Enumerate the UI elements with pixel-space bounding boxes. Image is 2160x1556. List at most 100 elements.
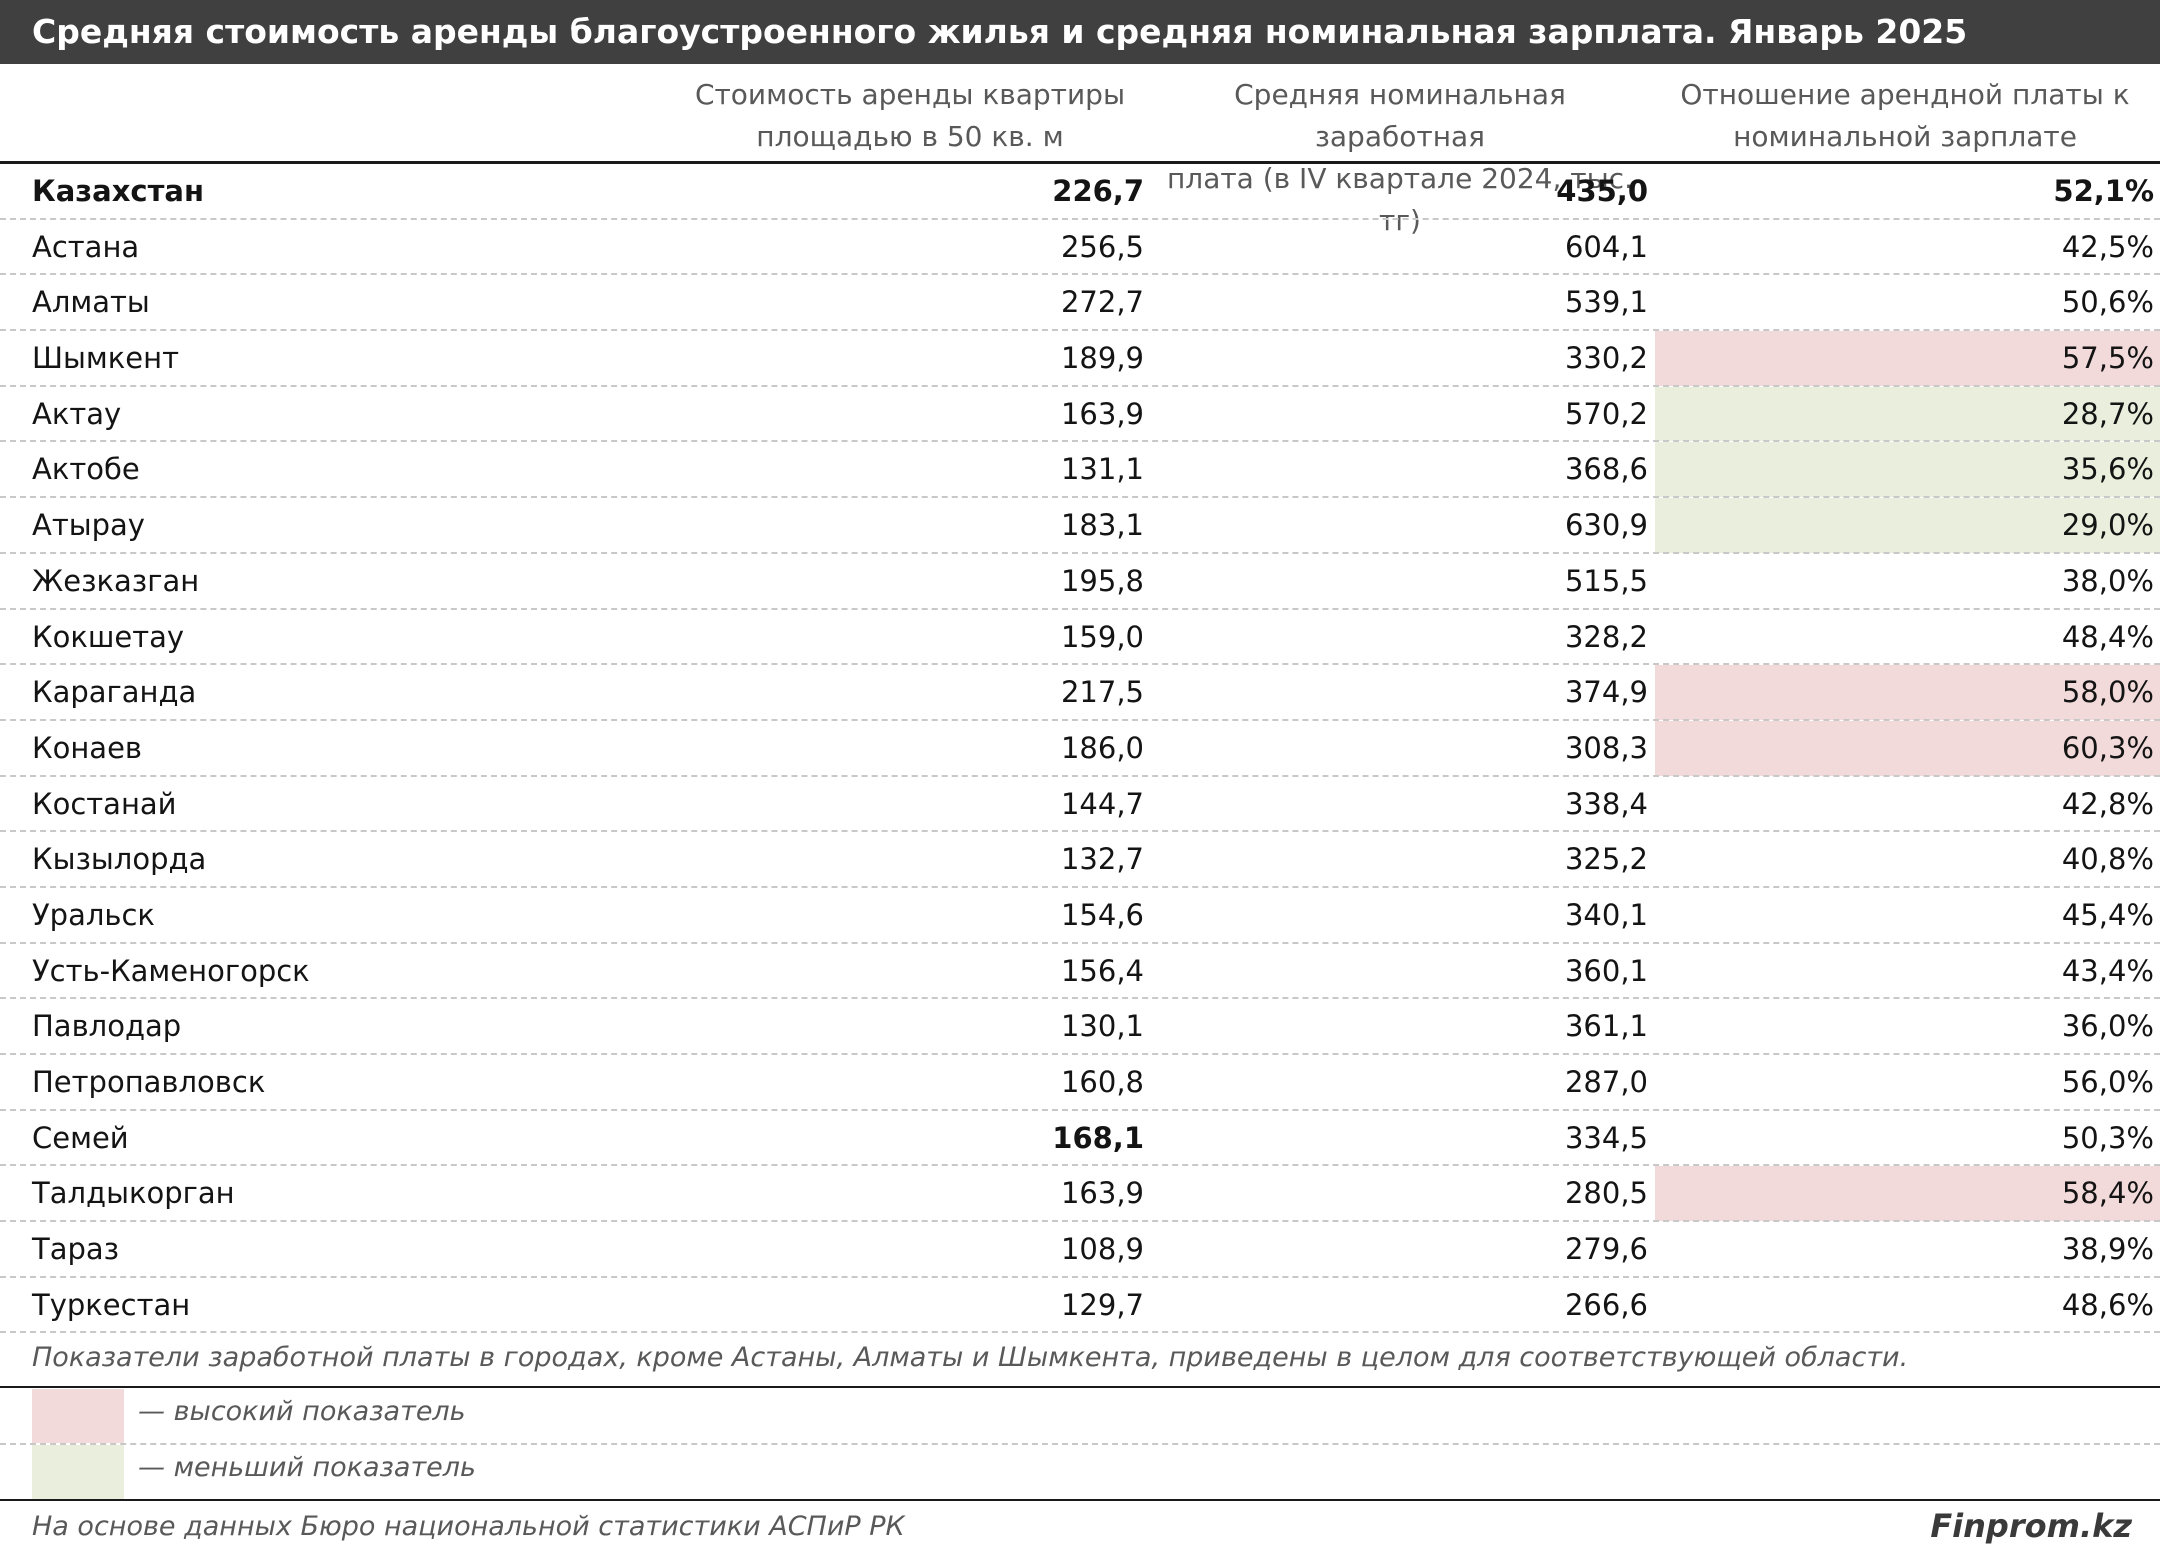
salary-value: 361,1 [1564,1009,1648,1044]
rent-value: 272,7 [1060,285,1144,320]
ratio-highlight-high [1655,1166,2160,1222]
city-name: Павлодар [32,1009,182,1044]
salary-value: 435,0 [1556,174,1648,208]
city-name: Актау [32,396,122,431]
ratio-highlight-low [1655,498,2160,553]
column-header-ratio-line2: номинальной зарплате [1733,120,2077,153]
table-row: Павлодар 130,1 361,1 36,0% [0,999,2160,1055]
legend-swatch-low [32,1445,124,1499]
ratio-highlight-high [1655,331,2160,386]
data-table: Казахстан 226,7 435,0 52,1% Астана 256,5 604,1… [0,164,2160,1334]
column-header-salary: Средняя номинальная заработная плата (в … [1145,74,1655,242]
ratio-value: 58,0% [2061,675,2154,710]
salary-value: 374,9 [1564,675,1648,710]
ratio-value: 58,4% [2061,1176,2154,1211]
salary-value: 340,1 [1564,897,1648,932]
rent-value: 163,9 [1060,396,1144,431]
city-name: Петропавловск [32,1065,266,1099]
city-name: Атырау [32,508,145,543]
rent-value: 129,7 [1060,1287,1144,1322]
column-header-rent-line1: Стоимость аренды квартиры [694,78,1126,111]
table-row: Тараз 108,9 279,6 38,9% [0,1222,2160,1278]
table-row: Шымкент 189,9 330,2 57,5% [0,331,2160,387]
ratio-value: 28,7% [2061,396,2154,431]
rent-value: 159,0 [1060,619,1144,654]
ratio-highlight-high [1655,720,2160,776]
ratio-highlight-high [1655,665,2160,720]
city-name: Казахстан [32,174,205,208]
column-header-ratio-line1: Отношение арендной платы к [1680,78,2130,111]
salary-value: 604,1 [1564,229,1648,264]
footnote: Показатели заработной платы в городах, к… [32,1342,1909,1373]
city-name: Актобе [32,452,140,487]
table-row: Кокшетау 159,0 328,2 48,4% [0,610,2160,666]
city-name: Костанай [32,786,177,821]
ratio-value: 43,4% [2061,953,2154,988]
table-row: Уральск 154,6 340,1 45,4% [0,888,2160,944]
salary-value: 308,3 [1564,730,1648,765]
rent-value: 217,5 [1060,675,1144,710]
source-note: На основе данных Бюро национальной стати… [32,1511,905,1542]
salary-value: 330,2 [1564,341,1648,376]
city-name: Астана [32,229,140,264]
city-name: Кокшетау [32,619,185,654]
rent-value: 156,4 [1060,953,1144,988]
ratio-value: 50,3% [2061,1120,2154,1155]
table-row: Конаев 186,0 308,3 60,3% [0,720,2160,777]
table-row: Петропавловск 160,8 287,0 56,0% [0,1055,2160,1111]
ratio-value: 42,5% [2061,229,2154,264]
salary-value: 360,1 [1564,953,1648,988]
column-header-rent-line2: площадью в 50 кв. м [756,120,1064,153]
ratio-value: 38,0% [2061,563,2154,598]
table-row: Актау 163,9 570,2 28,7% [0,386,2160,443]
rent-value: 130,1 [1060,1009,1144,1044]
ratio-value: 40,8% [2061,842,2154,877]
city-name: Талдыкорган [32,1176,235,1211]
rent-value: 160,8 [1060,1065,1144,1099]
salary-value: 328,2 [1564,619,1648,654]
salary-value: 287,0 [1564,1065,1648,1099]
salary-value: 570,2 [1564,396,1648,431]
city-name: Усть-Каменогорск [32,953,310,988]
salary-value: 630,9 [1564,508,1648,543]
rent-value: 168,1 [1052,1120,1144,1155]
table-row: Караганда 217,5 374,9 58,0% [0,665,2160,721]
chart-title: Средняя стоимость аренды благоустроенног… [0,0,2160,64]
table-row: Кызылорда 132,7 325,2 40,8% [0,832,2160,888]
city-name: Туркестан [32,1287,191,1322]
legend-divider-top [0,1386,2160,1388]
ratio-value: 36,0% [2061,1009,2154,1044]
salary-value: 325,2 [1564,842,1648,877]
table-row: Казахстан 226,7 435,0 52,1% [0,164,2160,220]
ratio-value: 48,6% [2061,1287,2154,1322]
city-name: Тараз [32,1232,120,1267]
city-name: Шымкент [32,341,179,376]
column-header-ratio: Отношение арендной платы к номинальной з… [1670,74,2140,158]
ratio-value: 50,6% [2061,285,2154,320]
table-row: Атырау 183,1 630,9 29,0% [0,498,2160,554]
salary-value: 338,4 [1564,786,1648,821]
column-header-salary-line2: плата (в IV квартале 2024, тыс. тг) [1167,162,1633,237]
city-name: Кызылорда [32,842,207,877]
city-name: Караганда [32,675,197,710]
salary-value: 515,5 [1564,563,1648,598]
salary-value: 279,6 [1564,1232,1648,1267]
city-name: Конаев [32,730,142,765]
ratio-value: 29,0% [2061,508,2154,543]
salary-value: 334,5 [1564,1120,1648,1155]
ratio-value: 48,4% [2061,619,2154,654]
rent-value: 226,7 [1052,174,1144,208]
ratio-value: 57,5% [2061,341,2154,376]
table-row: Алматы 272,7 539,1 50,6% [0,275,2160,331]
ratio-highlight-low [1655,442,2160,498]
table-row: Семей 168,1 334,5 50,3% [0,1111,2160,1167]
salary-value: 368,6 [1564,452,1648,487]
table-row: Туркестан 129,7 266,6 48,6% [0,1278,2160,1334]
rent-value: 131,1 [1060,452,1144,487]
ratio-value: 38,9% [2061,1232,2154,1267]
salary-value: 266,6 [1564,1287,1648,1322]
ratio-value: 56,0% [2061,1065,2154,1099]
rent-value: 108,9 [1060,1232,1144,1267]
ratio-highlight-low [1655,386,2160,442]
salary-value: 280,5 [1564,1176,1648,1211]
